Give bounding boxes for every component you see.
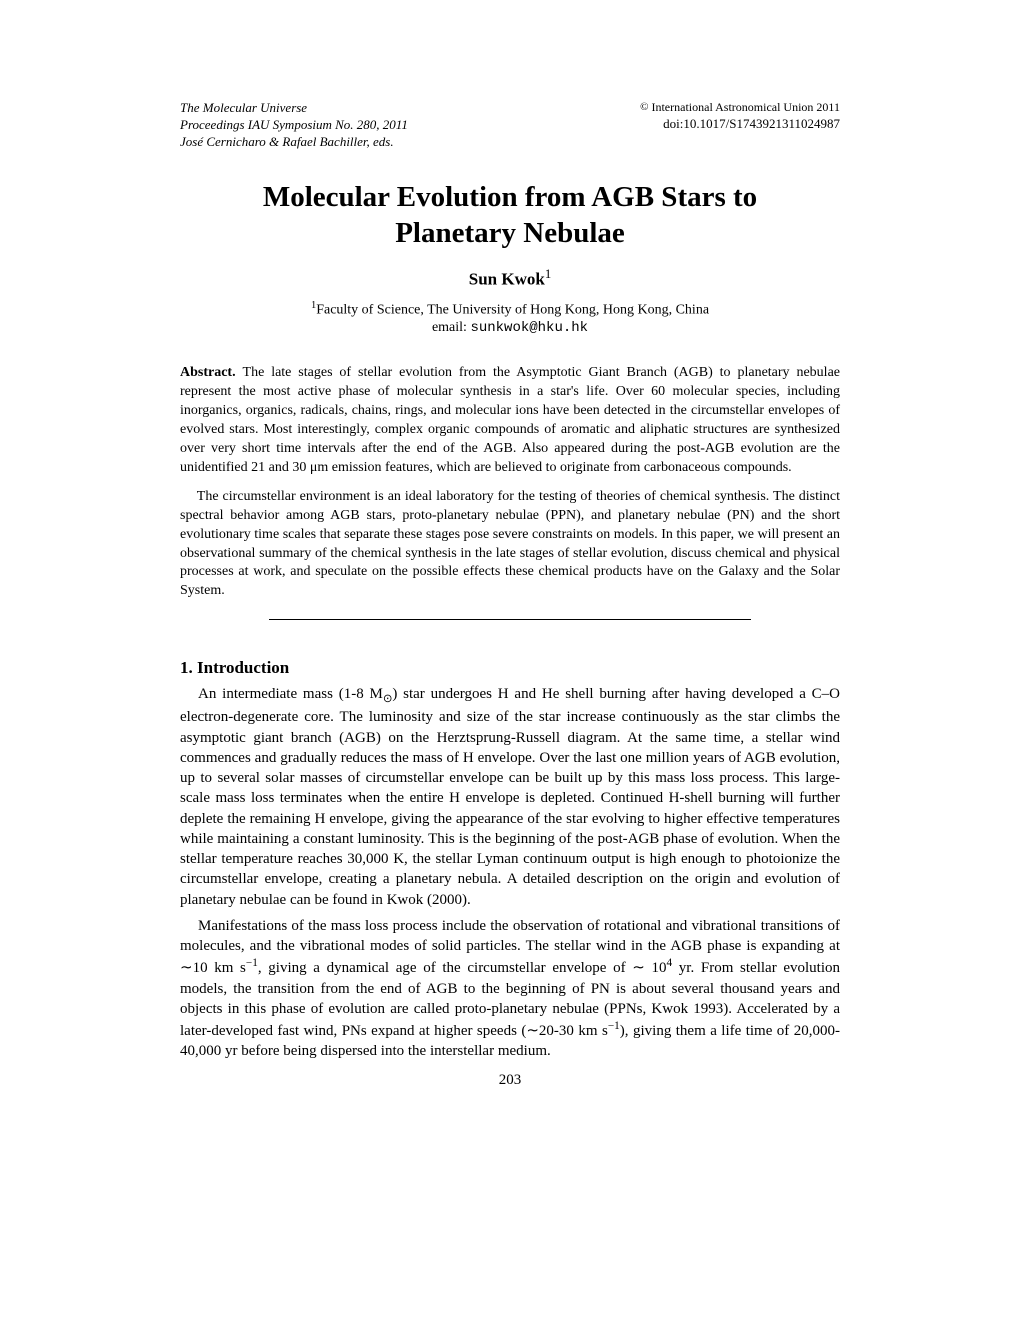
title-line-1: Molecular Evolution from AGB Stars to (180, 179, 840, 215)
intro-p1: An intermediate mass (1-8 M⊙) star under… (180, 684, 840, 910)
page: The Molecular Universe Proceedings IAU S… (0, 0, 1020, 1149)
abstract-label: Abstract. (180, 365, 243, 380)
email-line: email: sunkwok@hku.hk (180, 320, 840, 336)
page-number: 203 (180, 1072, 840, 1089)
author-affil-sup: 1 (545, 267, 551, 281)
affiliation-text: Faculty of Science, The University of Ho… (316, 302, 709, 317)
intro-p2-b: , giving a dynamical age of the circumst… (258, 960, 667, 976)
abstract-text-1: The late stages of stellar evolution fro… (180, 365, 840, 474)
copyright-line: © International Astronomical Union 2011 (640, 100, 840, 116)
author-line: Sun Kwok1 (180, 267, 840, 290)
intro-p1-a: An intermediate mass (1-8 M (198, 686, 383, 702)
exp-neg1-b: −1 (608, 1020, 620, 1032)
editors-line: José Cernicharo & Rafael Bachiller, eds. (180, 134, 408, 151)
section-1-heading: 1. Introduction (180, 658, 840, 678)
exp-neg1-a: −1 (246, 957, 258, 969)
affiliation: 1Faculty of Science, The University of H… (180, 300, 840, 319)
intro-p2: Manifestations of the mass loss process … (180, 916, 840, 1062)
series-title: The Molecular Universe (180, 100, 408, 117)
header-left: The Molecular Universe Proceedings IAU S… (180, 100, 408, 151)
abstract-p2: The circumstellar environment is an idea… (180, 488, 840, 601)
title-line-2: Planetary Nebulae (180, 215, 840, 251)
doi-line: doi:10.1017/S1743921311024987 (640, 116, 840, 133)
abstract-p1: Abstract. The late stages of stellar evo… (180, 364, 840, 477)
author-name: Sun Kwok (469, 270, 545, 289)
header-right: © International Astronomical Union 2011 … (640, 100, 840, 151)
intro-p1-b: ) star undergoes H and He shell burning … (180, 686, 840, 907)
divider (269, 619, 751, 620)
copyright-text: International Astronomical Union 2011 (648, 100, 840, 114)
running-header: The Molecular Universe Proceedings IAU S… (180, 100, 840, 151)
paper-title: Molecular Evolution from AGB Stars to Pl… (180, 179, 840, 252)
email-address: sunkwok@hku.hk (470, 320, 588, 336)
sun-subscript: ⊙ (383, 693, 392, 705)
email-label: email: (432, 320, 471, 335)
proceedings-line: Proceedings IAU Symposium No. 280, 2011 (180, 117, 408, 134)
